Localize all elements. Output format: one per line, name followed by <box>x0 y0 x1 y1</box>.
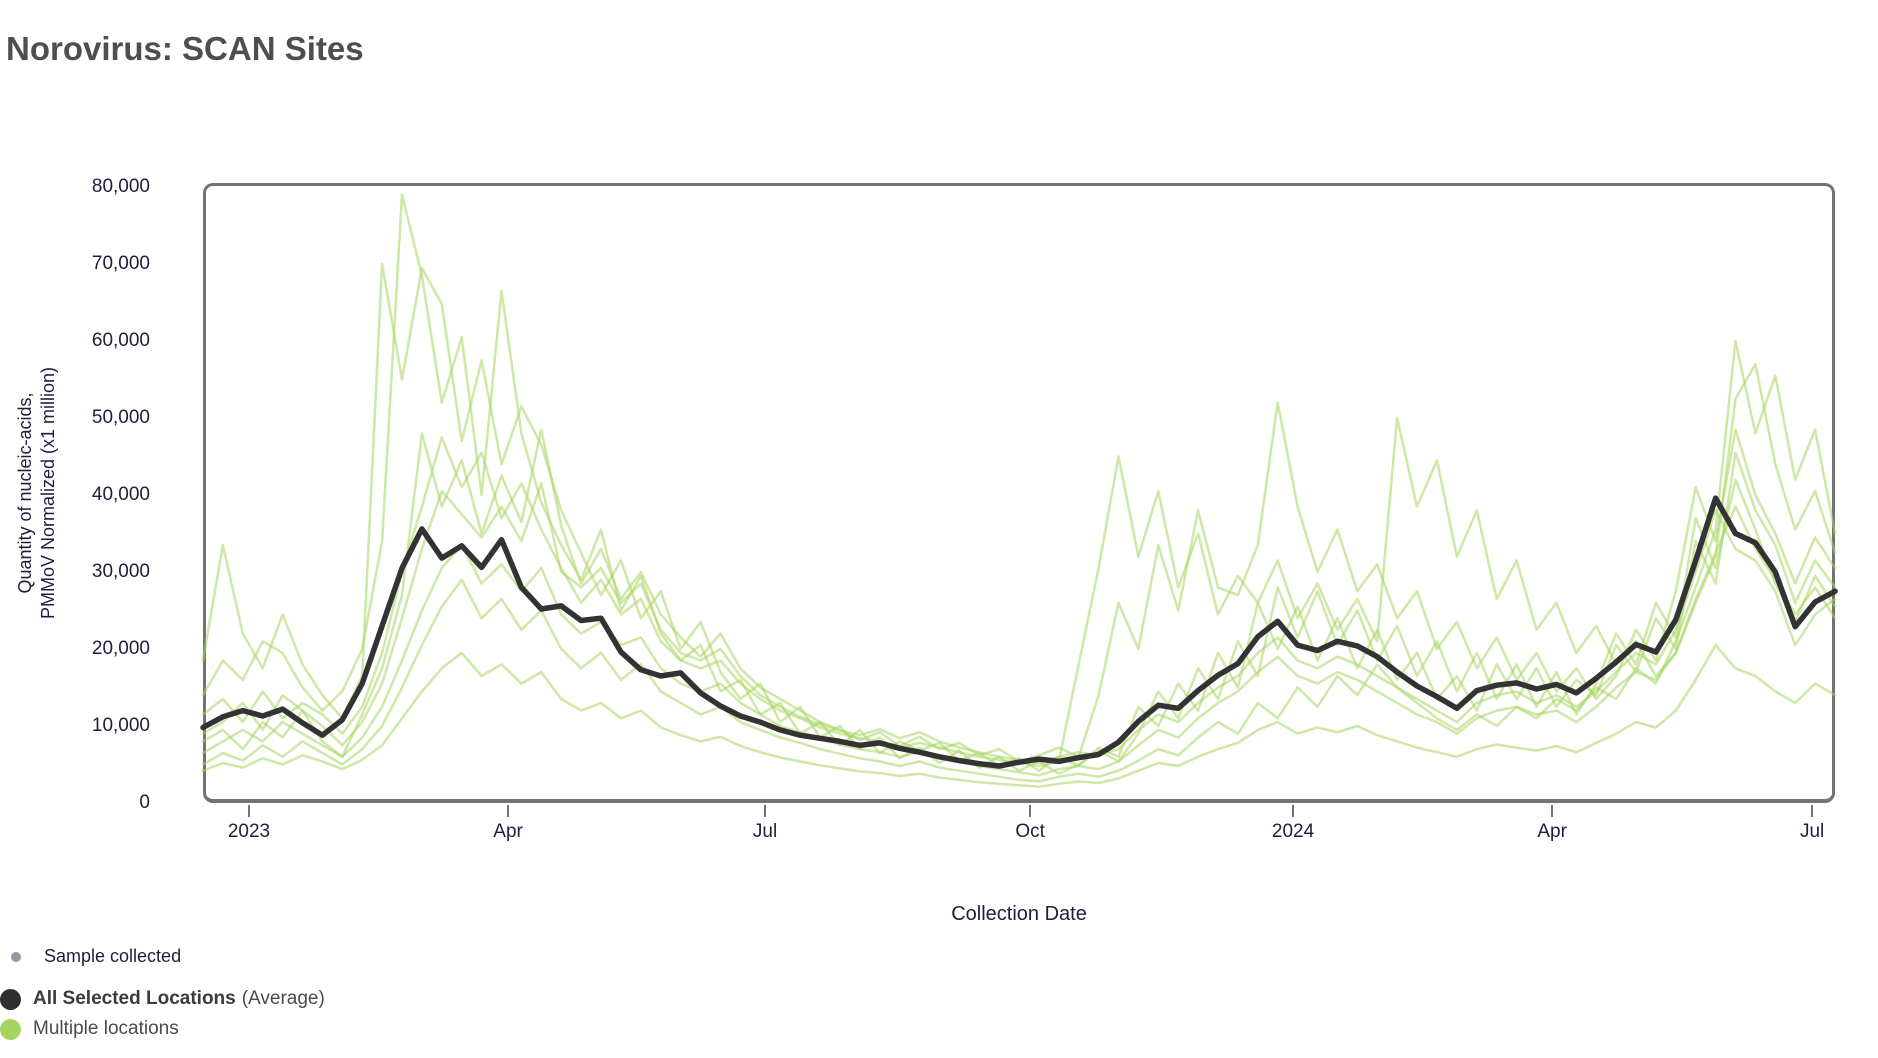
plot-area[interactable] <box>203 183 1835 803</box>
y-axis-title: Quantity of nucleic-acids, PMMoV Normali… <box>14 367 60 619</box>
y-tick-label-40000: 40,000 <box>91 484 150 505</box>
multiple-locations-dot-icon <box>0 1018 21 1040</box>
y-tick-label-60000: 60,000 <box>91 330 150 351</box>
y-axis-title-line1: Quantity of nucleic-acids, <box>15 392 35 594</box>
location-line-3 <box>201 401 1837 763</box>
average-line <box>200 495 1838 769</box>
legend-item-multiple-locations: Multiple locations <box>0 1018 179 1040</box>
x-tick-label-apr: Apr <box>1537 821 1567 842</box>
y-tick-label-70000: 70,000 <box>91 253 150 274</box>
x-tick-mark-jul <box>1811 805 1814 817</box>
x-tick-label-jul: Jul <box>1799 821 1825 842</box>
y-tick-label-20000: 20,000 <box>91 638 150 659</box>
average-line-dot-icon <box>0 988 21 1010</box>
y-tick-label-80000: 80,000 <box>91 176 150 197</box>
x-tick-label-jul: Jul <box>752 821 778 842</box>
x-tick-label-2023: 2023 <box>227 821 271 842</box>
x-tick-mark-jul <box>764 805 767 817</box>
page-title: Norovirus: SCAN Sites <box>6 30 364 67</box>
location-line-8 <box>201 362 1837 777</box>
x-axis-title: Collection Date <box>951 903 1087 925</box>
y-tick-label-0: 0 <box>139 792 150 813</box>
y-tick-label-50000: 50,000 <box>91 407 150 428</box>
x-tick-mark-apr <box>507 805 510 817</box>
legend-sample-label: Sample collected <box>44 946 182 966</box>
x-tick-label-oct: Oct <box>1015 821 1045 842</box>
x-tick-mark-2024 <box>1292 805 1295 817</box>
y-axis-title-line2: PMMoV Normalized (x1 million) <box>38 366 58 620</box>
legend-item-sample-collected: Sample collected <box>11 946 181 967</box>
x-tick-label-apr: Apr <box>493 821 523 842</box>
legend-locations-label: Multiple locations <box>33 1018 179 1039</box>
location-line-5 <box>201 416 1837 768</box>
legend-average-label: All Selected Locations <box>33 988 236 1009</box>
sample-collected-dot-icon <box>11 951 21 962</box>
x-tick-label-2024: 2024 <box>1271 821 1315 842</box>
y-tick-label-10000: 10,000 <box>91 715 150 736</box>
x-tick-mark-2023 <box>247 805 250 817</box>
location-line-7 <box>201 482 1837 765</box>
x-tick-mark-oct <box>1029 805 1032 817</box>
location-line-4 <box>201 339 1837 783</box>
legend-average-suffix: (Average) <box>241 988 325 1009</box>
x-tick-mark-apr <box>1551 805 1554 817</box>
location-line-6 <box>201 643 1837 789</box>
y-tick-label-30000: 30,000 <box>91 561 150 582</box>
legend-item-all-selected-locations: All Selected Locations (Average) <box>0 988 325 1010</box>
